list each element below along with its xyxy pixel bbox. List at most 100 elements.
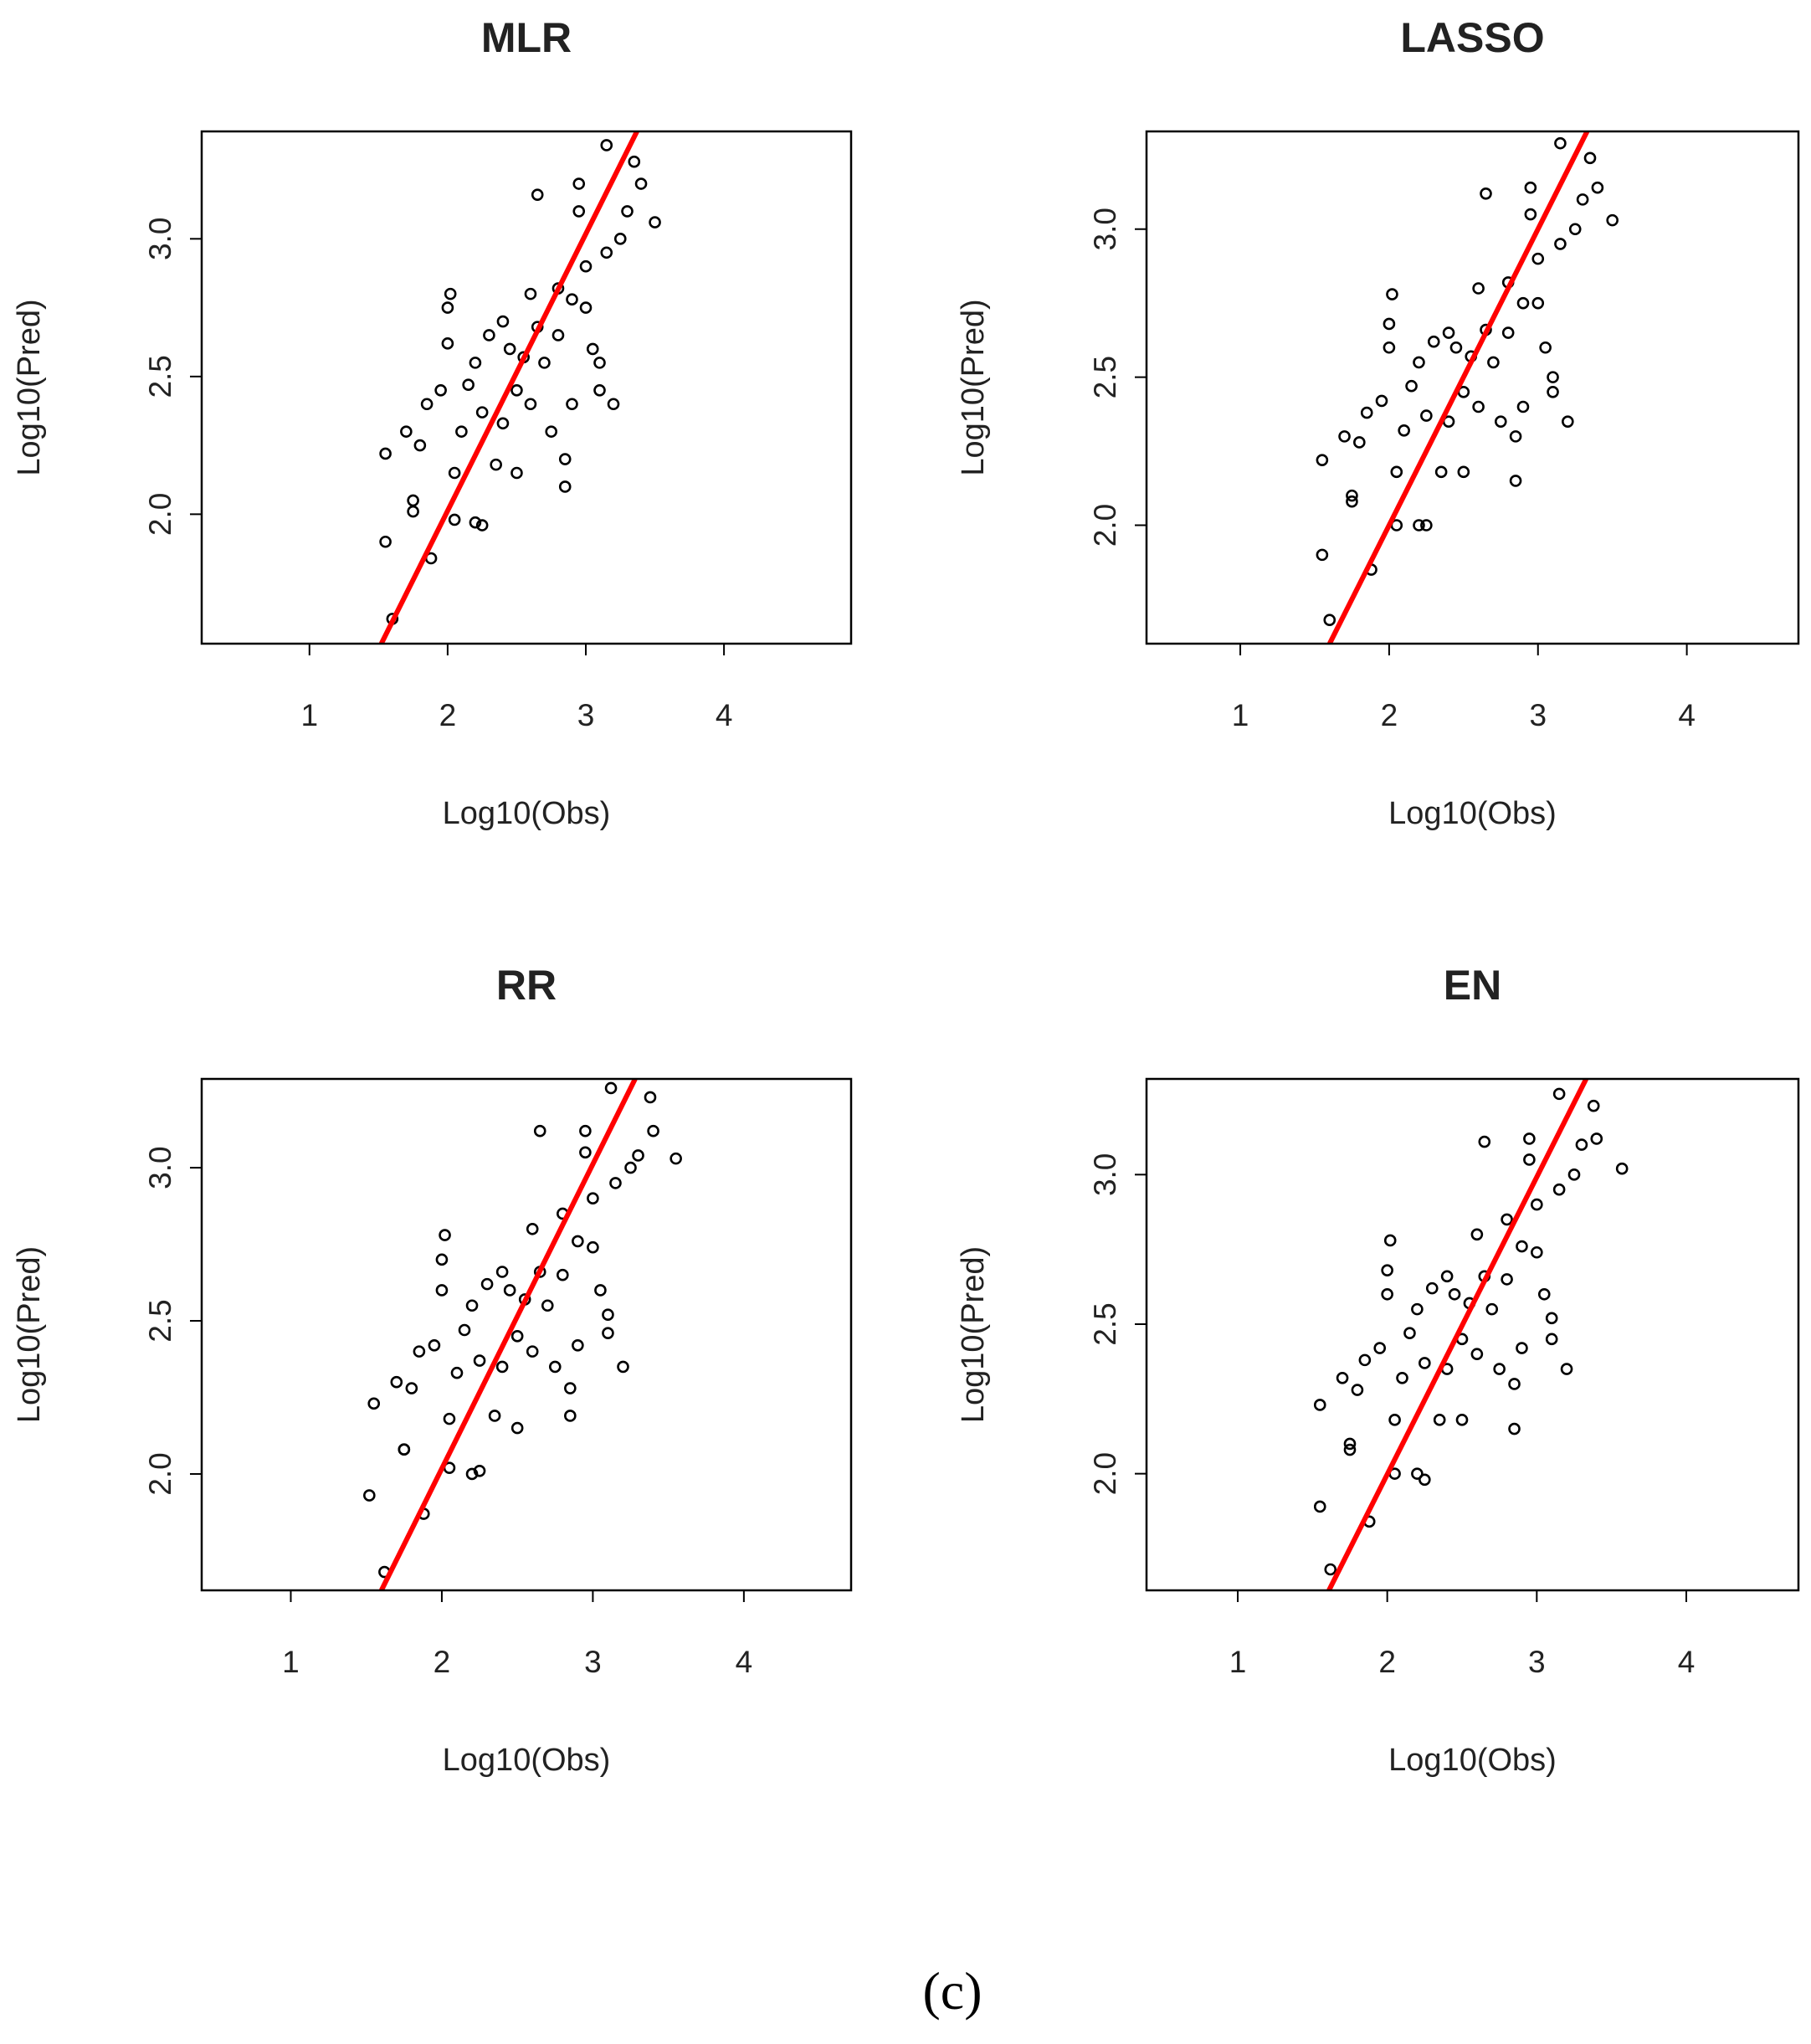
point: [1351, 1384, 1364, 1396]
point: [1516, 1342, 1528, 1354]
point: [1403, 1327, 1416, 1340]
point: [524, 287, 537, 300]
point: [1568, 223, 1582, 236]
x-tick-label: 3: [1528, 1645, 1546, 1679]
point: [1411, 1467, 1424, 1480]
point: [420, 398, 434, 411]
point: [552, 329, 565, 342]
point: [1560, 1363, 1573, 1375]
point: [572, 1235, 584, 1248]
point: [465, 1299, 479, 1312]
x-tick-label: 1: [300, 698, 318, 732]
fit-line: [378, 131, 639, 644]
point: [473, 1465, 486, 1477]
point: [1516, 1240, 1528, 1253]
point: [1562, 415, 1574, 428]
x-tick-label: 3: [1529, 698, 1547, 732]
x-tick-label: 2: [439, 698, 457, 732]
point: [545, 425, 558, 438]
point: [579, 1146, 592, 1159]
panel-title: MLR: [481, 14, 572, 61]
point: [1485, 1302, 1499, 1316]
point: [483, 329, 495, 342]
point: [1375, 394, 1388, 408]
point: [1411, 1302, 1424, 1316]
point: [649, 216, 661, 229]
point: [593, 383, 606, 397]
point: [538, 357, 551, 369]
point: [475, 519, 489, 532]
point: [405, 1382, 418, 1394]
point: [1470, 1228, 1484, 1241]
point: [1501, 1213, 1513, 1226]
point: [1316, 454, 1329, 466]
point: [594, 1284, 607, 1297]
point: [1386, 288, 1398, 300]
point: [1420, 409, 1433, 422]
point: [670, 1152, 682, 1165]
point: [444, 287, 457, 300]
point: [1523, 1132, 1536, 1145]
point: [1583, 152, 1597, 165]
y-axis-label: Log10(Pred): [12, 299, 47, 475]
point: [607, 398, 620, 411]
point: [439, 1229, 451, 1241]
point: [579, 301, 593, 314]
point: [1552, 1183, 1566, 1196]
x-tick-label: 2: [1378, 1645, 1396, 1679]
point: [503, 1284, 516, 1297]
point: [1336, 1372, 1349, 1384]
point: [558, 480, 572, 493]
point: [593, 357, 606, 369]
point: [435, 1284, 449, 1297]
point: [1413, 519, 1425, 532]
point: [1405, 379, 1418, 393]
point: [1440, 1270, 1454, 1283]
point: [1587, 1099, 1600, 1112]
point: [469, 357, 482, 369]
point: [1470, 1348, 1484, 1361]
y-tick-label: 2.5: [143, 355, 177, 398]
point: [475, 406, 489, 419]
point: [602, 1308, 614, 1322]
point: [1524, 181, 1537, 194]
point: [413, 1345, 426, 1358]
point: [1353, 436, 1366, 449]
point: [1383, 341, 1396, 354]
point: [1425, 1281, 1439, 1295]
point: [1537, 1287, 1551, 1301]
point: [1552, 1087, 1566, 1101]
point: [469, 516, 482, 529]
y-tick-label: 3.0: [143, 1146, 177, 1189]
point: [1547, 371, 1559, 383]
point: [1343, 1437, 1357, 1451]
x-tick-label: 4: [1678, 698, 1696, 732]
x-tick-label: 3: [584, 1645, 602, 1679]
x-tick-label: 4: [716, 698, 733, 732]
point: [1472, 282, 1485, 295]
point: [1442, 326, 1455, 339]
point: [1346, 489, 1358, 502]
point: [1524, 208, 1537, 221]
point: [572, 1339, 584, 1352]
y-tick-label: 2.0: [143, 493, 177, 536]
y-tick-label: 2.5: [143, 1299, 177, 1342]
plot-area: [1313, 1079, 1629, 1590]
point: [1396, 1372, 1408, 1384]
point: [1343, 1443, 1357, 1456]
point: [510, 466, 523, 480]
plot-area: [1316, 131, 1619, 644]
point: [609, 1177, 622, 1189]
point: [1590, 1132, 1603, 1145]
point: [1313, 1399, 1326, 1411]
point: [1554, 136, 1567, 150]
point: [1419, 1473, 1431, 1487]
point: [644, 1091, 657, 1104]
y-tick-label: 3.0: [143, 218, 177, 260]
point: [1455, 1414, 1469, 1426]
point: [1420, 519, 1433, 532]
point: [587, 1240, 599, 1254]
point: [441, 301, 454, 314]
point: [443, 1412, 456, 1425]
point: [510, 1421, 524, 1435]
